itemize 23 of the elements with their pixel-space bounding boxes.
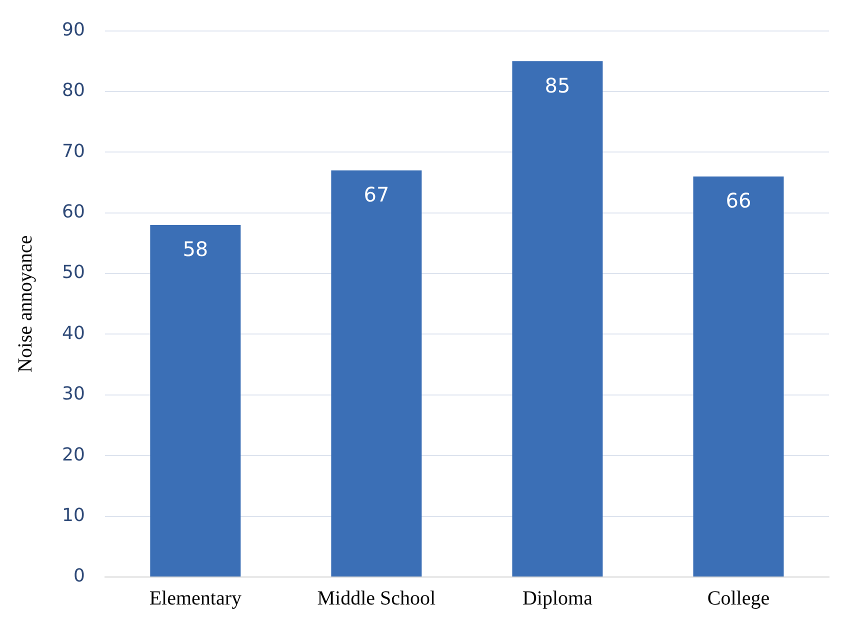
bar	[512, 61, 603, 576]
data-label: 85	[544, 73, 570, 98]
y-tick-label: 40	[62, 322, 85, 344]
y-tick-label: 60	[62, 202, 85, 223]
y-tick-label: 50	[62, 262, 85, 284]
y-axis-title: Noise annoyance	[14, 235, 36, 372]
y-tick-label: 20	[62, 444, 85, 466]
y-tick-label: 30	[62, 384, 85, 405]
y-tick-label: 90	[62, 19, 85, 40]
y-tick-label: 80	[62, 80, 85, 102]
y-tick-label: 70	[62, 140, 85, 162]
data-label: 67	[364, 182, 390, 207]
bar	[150, 225, 241, 576]
bar	[693, 176, 784, 576]
y-tick-label: 0	[73, 566, 85, 587]
x-tick-label: College	[707, 587, 770, 610]
data-label: 66	[726, 188, 752, 213]
x-tick-label: Elementary	[149, 587, 242, 610]
y-tick-label: 10	[62, 504, 85, 526]
x-tick-label: Diploma	[522, 587, 593, 610]
data-label: 58	[182, 237, 208, 262]
x-tick-label: Middle School	[317, 587, 436, 610]
bar	[331, 170, 422, 576]
